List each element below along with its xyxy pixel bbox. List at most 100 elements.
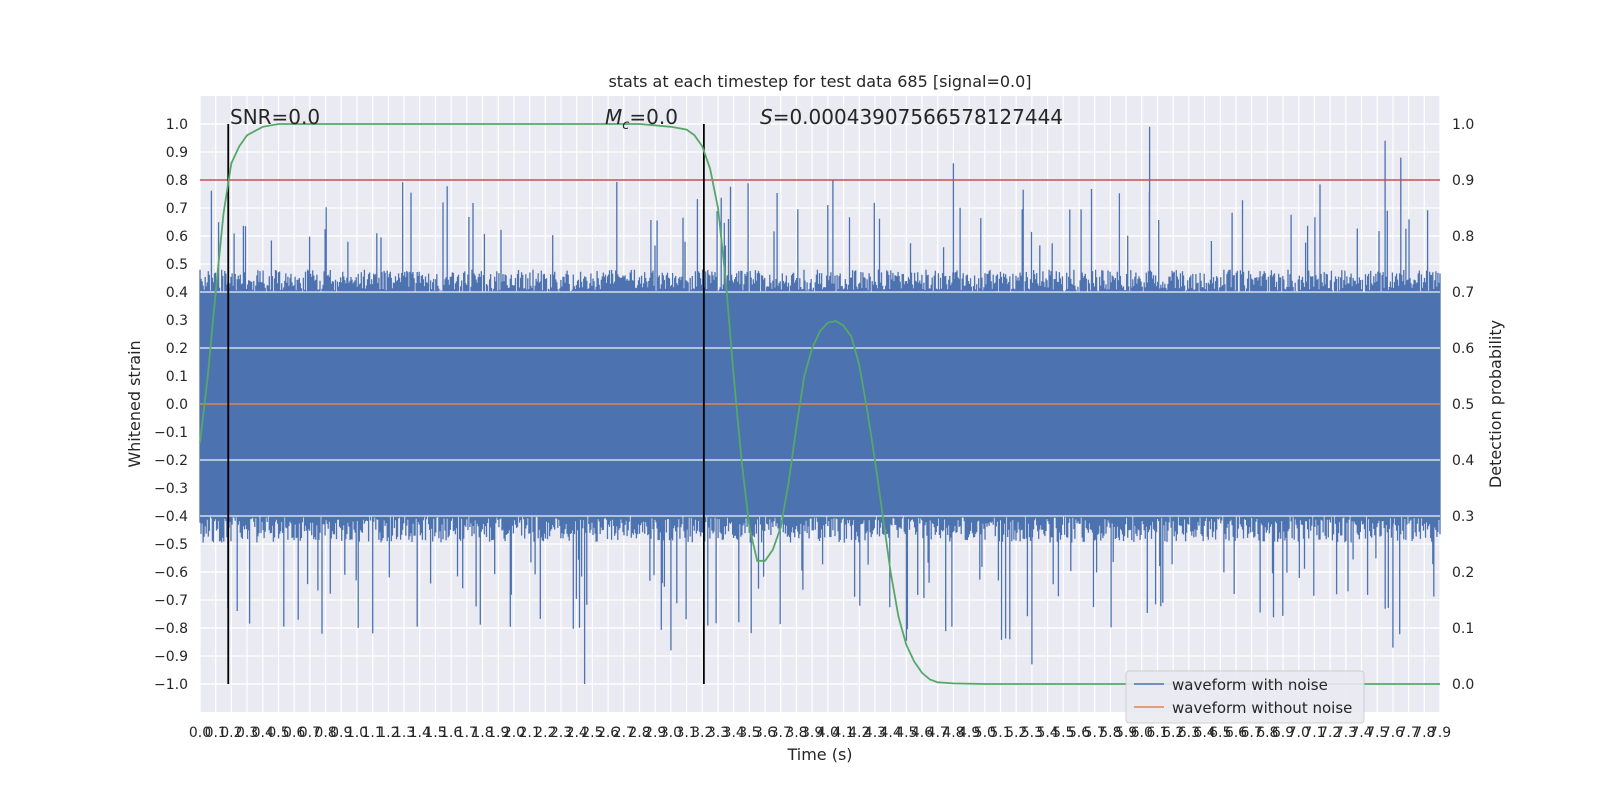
vertical-markers — [227, 124, 705, 684]
y-tick-label: −0.8 — [154, 621, 188, 637]
x-tick-label: 7.5 — [1366, 725, 1388, 741]
x-axis-label: Time (s) — [786, 745, 852, 764]
x-tick-label: 1.5 — [424, 725, 446, 741]
chart-title: stats at each timestep for test data 685… — [608, 72, 1031, 91]
x-tick-label: 3.7 — [770, 725, 792, 741]
x-axis-ticks: 0.00.10.20.30.40.50.60.70.80.91.01.11.21… — [189, 725, 1451, 741]
x-tick-label: 6.3 — [1178, 725, 1200, 741]
s-value: =0.00043907566578127444 — [773, 105, 1063, 129]
x-tick-label: 4.3 — [864, 725, 886, 741]
y-tick-label: 0.0 — [166, 397, 188, 413]
x-tick-label: 2.2 — [534, 725, 556, 741]
y-tick-label: 0.4 — [166, 285, 188, 301]
x-tick-label: 6.2 — [1162, 725, 1184, 741]
x-tick-label: 5.6 — [1068, 725, 1090, 741]
x-tick-label: 1.8 — [471, 725, 493, 741]
y-tick-label: 0.5 — [166, 257, 188, 273]
y-tick-label: −0.4 — [154, 509, 188, 525]
x-tick-label: 6.5 — [1209, 725, 1231, 741]
x-tick-label: 0.8 — [314, 725, 336, 741]
x-tick-label: 6.6 — [1225, 725, 1247, 741]
y-tick-label: −0.9 — [154, 649, 188, 665]
x-tick-label: 5.7 — [1084, 725, 1106, 741]
mc-symbol: M — [605, 105, 622, 129]
y-tick-label: 0.1 — [166, 369, 188, 385]
y-tick-label: −1.0 — [154, 677, 188, 693]
mc-subscript: c — [622, 118, 629, 133]
x-tick-label: 6.7 — [1241, 725, 1263, 741]
x-tick-label: 0.5 — [267, 725, 289, 741]
x-tick-label: 7.4 — [1350, 725, 1372, 741]
x-tick-label: 1.2 — [377, 725, 399, 741]
x-tick-label: 3.5 — [738, 725, 760, 741]
legend-entry-clean: waveform without noise — [1172, 699, 1352, 717]
x-tick-label: 6.0 — [1131, 725, 1153, 741]
x-tick-label: 5.5 — [1052, 725, 1074, 741]
y2-tick-label: 0.1 — [1452, 621, 1474, 637]
s-annotation: S=0.00043907566578127444 — [760, 105, 1063, 129]
x-tick-label: 0.9 — [330, 725, 352, 741]
y2-tick-label: 0.7 — [1452, 285, 1474, 301]
y-axis-label: Whitened strain — [125, 340, 144, 467]
mc-value: =0.0 — [629, 105, 678, 129]
y2-tick-label: 0.8 — [1452, 229, 1474, 245]
x-tick-label: 4.2 — [848, 725, 870, 741]
snr-annotation: SNR=0.0 — [230, 105, 320, 129]
x-tick-label: 4.9 — [958, 725, 980, 741]
y-tick-label: 0.9 — [166, 145, 188, 161]
x-tick-label: 5.0 — [974, 725, 996, 741]
x-tick-label: 1.6 — [440, 725, 462, 741]
x-tick-label: 4.6 — [911, 725, 933, 741]
x-tick-label: 0.2 — [220, 725, 242, 741]
x-tick-label: 0.6 — [283, 725, 305, 741]
x-tick-label: 3.1 — [675, 725, 697, 741]
x-tick-label: 6.4 — [1193, 725, 1215, 741]
x-tick-label: 3.8 — [785, 725, 807, 741]
x-tick-label: 2.9 — [644, 725, 666, 741]
detection-probability-line — [199, 123, 1440, 685]
y-tick-label: 0.2 — [166, 341, 188, 357]
y2-tick-label: 1.0 — [1452, 117, 1474, 133]
y2-tick-label: 0.9 — [1452, 173, 1474, 189]
x-tick-label: 2.3 — [550, 725, 572, 741]
y-axis-ticks: 1.0 0.9 0.8 0.7 0.6 0.5 0.4 0.3 0.2 0.1 0.0 −0.1 −0.… — [154, 117, 188, 693]
y2-tick-label: 0.6 — [1452, 341, 1474, 357]
y-tick-label: 0.6 — [166, 229, 188, 245]
x-tick-label: 3.9 — [801, 725, 823, 741]
x-tick-label: 7.2 — [1319, 725, 1341, 741]
x-tick-label: 7.7 — [1397, 725, 1419, 741]
x-tick-label: 6.9 — [1272, 725, 1294, 741]
x-tick-label: 4.0 — [817, 725, 839, 741]
x-tick-label: 5.1 — [989, 725, 1011, 741]
x-tick-label: 1.9 — [487, 725, 509, 741]
x-tick-label: 2.1 — [518, 725, 540, 741]
x-tick-label: 0.3 — [236, 725, 258, 741]
x-tick-label: 1.7 — [456, 725, 478, 741]
legend-box — [1125, 670, 1365, 724]
y2-tick-label: 0.4 — [1452, 453, 1474, 469]
x-tick-label: 7.6 — [1382, 725, 1404, 741]
y2-axis-label: Detection probability — [1486, 320, 1505, 488]
x-tick-label: 7.1 — [1303, 725, 1325, 741]
x-tick-label: 7.9 — [1429, 725, 1451, 741]
x-tick-label: 5.8 — [1099, 725, 1121, 741]
y-tick-label: −0.2 — [154, 453, 188, 469]
x-tick-label: 1.4 — [409, 725, 431, 741]
x-tick-label: 3.3 — [707, 725, 729, 741]
y2-tick-label: 0.0 — [1452, 677, 1474, 693]
y-tick-label: −0.6 — [154, 565, 188, 581]
y-tick-label: −0.5 — [154, 537, 188, 553]
x-tick-label: 2.6 — [597, 725, 619, 741]
y-tick-label: 1.0 — [166, 117, 188, 133]
y-tick-label: 0.3 — [166, 313, 188, 329]
x-tick-label: 3.4 — [723, 725, 745, 741]
x-tick-label: 4.5 — [895, 725, 917, 741]
y-tick-label: 0.7 — [166, 201, 188, 217]
x-tick-label: 7.8 — [1413, 725, 1435, 741]
x-tick-label: 4.8 — [942, 725, 964, 741]
x-tick-label: 4.7 — [927, 725, 949, 741]
x-tick-label: 5.4 — [1036, 725, 1058, 741]
x-tick-label: 6.8 — [1256, 725, 1278, 741]
x-tick-label: 0.1 — [205, 725, 227, 741]
